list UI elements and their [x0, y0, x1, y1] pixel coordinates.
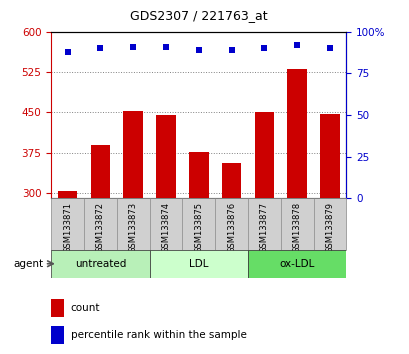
- Text: GDS2307 / 221763_at: GDS2307 / 221763_at: [130, 9, 267, 22]
- Bar: [52, 326, 63, 344]
- Text: ox-LDL: ox-LDL: [279, 259, 314, 269]
- Text: GSM133878: GSM133878: [292, 202, 301, 253]
- Bar: [90, 144, 110, 198]
- Point: [195, 47, 202, 53]
- Bar: [58, 191, 77, 198]
- Point: [326, 46, 333, 51]
- Bar: [156, 115, 175, 198]
- Point: [261, 46, 267, 51]
- Point: [228, 47, 234, 53]
- Text: percentile rank within the sample: percentile rank within the sample: [70, 330, 246, 341]
- Text: count: count: [70, 303, 100, 313]
- Bar: [221, 163, 241, 198]
- Bar: [319, 114, 339, 198]
- Text: GSM133874: GSM133874: [161, 202, 170, 253]
- Point: [293, 42, 300, 48]
- Text: GSM133876: GSM133876: [227, 202, 236, 253]
- Point: [162, 44, 169, 50]
- Text: GSM133877: GSM133877: [259, 202, 268, 253]
- Text: GSM133872: GSM133872: [96, 202, 105, 253]
- Bar: [123, 111, 143, 198]
- Bar: [189, 152, 208, 198]
- Text: GSM133871: GSM133871: [63, 202, 72, 253]
- Point: [130, 44, 136, 50]
- Text: GSM133873: GSM133873: [128, 202, 137, 253]
- Text: GSM133879: GSM133879: [325, 202, 334, 253]
- Text: untreated: untreated: [74, 259, 126, 269]
- Point: [97, 46, 103, 51]
- Bar: [247, 250, 346, 278]
- Point: [64, 49, 71, 55]
- Text: agent: agent: [13, 259, 43, 269]
- Bar: [52, 299, 63, 317]
- Bar: [254, 112, 274, 198]
- Text: GSM133875: GSM133875: [194, 202, 203, 253]
- Bar: [149, 250, 247, 278]
- Bar: [51, 250, 149, 278]
- Text: LDL: LDL: [189, 259, 208, 269]
- Bar: [287, 69, 306, 198]
